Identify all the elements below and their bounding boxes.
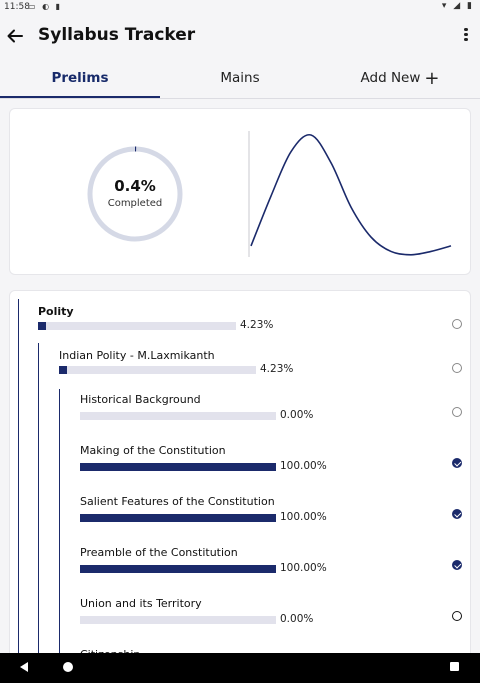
syllabus-item-name: Preamble of the Constitution — [80, 546, 238, 559]
progress-percent-label: 100.00% — [280, 511, 327, 523]
progress-bar-fill — [80, 514, 276, 522]
syllabus-item-name: Polity — [38, 305, 74, 318]
progress-bar — [59, 366, 256, 374]
app-bar: Syllabus Tracker — [0, 14, 480, 60]
chart-series-line — [250, 133, 452, 256]
status-time: 11:58 — [4, 2, 30, 12]
tab-bar: Prelims Mains Add New + — [0, 60, 480, 100]
syllabus-item-name: Indian Polity - M.Laxmikanth — [59, 349, 215, 362]
progress-summary-card: 0.4% Completed — [9, 108, 471, 275]
nav-recents-icon[interactable] — [450, 662, 459, 671]
plus-icon: + — [424, 68, 440, 89]
tab-prelims-label: Prelims — [51, 70, 109, 86]
progress-bar-fill — [59, 366, 68, 374]
nav-home-icon[interactable] — [63, 662, 73, 672]
progress-percent-label: 0.00% — [280, 613, 314, 625]
syllabus-list-card: Polity 4.23% Indian Polity - M.Laxmikanth 4… — [9, 290, 471, 670]
progress-bar — [80, 514, 276, 522]
tab-mains-label: Mains — [220, 70, 260, 86]
tab-add-new[interactable]: Add New + — [320, 60, 480, 100]
more-vert-icon[interactable] — [462, 26, 470, 46]
syllabus-item-name: Making of the Constitution — [80, 444, 226, 457]
progress-bar — [80, 412, 276, 420]
status-bar: 11:58 ▭ ◐ ▮ ▾ ◢ ▮ — [0, 0, 480, 14]
progress-bar-fill — [80, 565, 276, 573]
progress-percent-label: 4.23% — [260, 363, 294, 375]
tab-divider — [0, 98, 480, 99]
tab-add-new-label: Add New — [360, 70, 421, 86]
syllabus-item[interactable]: Making of the Constitution 100.00% — [80, 444, 462, 484]
syllabus-item-name: Salient Features of the Constitution — [80, 495, 275, 508]
tree-line-level-1 — [38, 343, 39, 669]
checked-circle-icon[interactable] — [452, 509, 462, 519]
progress-bar — [80, 565, 276, 573]
tree-line-level-2 — [59, 389, 60, 669]
unchecked-circle-icon[interactable] — [452, 611, 462, 621]
progress-bar-fill — [38, 322, 47, 330]
progress-ring — [87, 146, 183, 242]
syllabus-item[interactable]: Salient Features of the Constitution 100.… — [80, 495, 462, 535]
checked-circle-icon[interactable] — [452, 560, 462, 570]
syllabus-item[interactable]: Preamble of the Constitution 100.00% — [80, 546, 462, 586]
unchecked-circle-icon[interactable] — [452, 407, 462, 417]
notification-icons: ▭ ◐ ▮ — [28, 2, 63, 11]
tab-prelims[interactable]: Prelims — [0, 60, 160, 100]
syllabus-item[interactable]: Indian Polity - M.Laxmikanth 4.23% — [59, 349, 462, 389]
nav-back-icon[interactable] — [20, 662, 28, 672]
progress-bar — [80, 616, 276, 624]
tab-indicator — [0, 96, 160, 98]
tab-mains[interactable]: Mains — [160, 60, 320, 100]
syllabus-item-name: Historical Background — [80, 393, 201, 406]
syllabus-item[interactable]: Historical Background 0.00% — [80, 393, 462, 433]
unchecked-circle-icon[interactable] — [452, 319, 462, 329]
progress-percent-label: 4.23% — [240, 319, 274, 331]
progress-line-chart — [248, 131, 452, 257]
system-status-icons: ▾ ◢ ▮ — [441, 1, 474, 11]
progress-bar-fill — [80, 463, 276, 471]
progress-percent-label: 0.00% — [280, 409, 314, 421]
syllabus-item[interactable]: Union and its Territory 0.00% — [80, 597, 462, 637]
progress-label: Completed — [107, 198, 163, 209]
system-nav-bar — [0, 653, 480, 683]
syllabus-item[interactable]: Polity 4.23% — [38, 305, 462, 345]
page-title: Syllabus Tracker — [38, 25, 196, 45]
progress-percent-label: 100.00% — [280, 460, 327, 472]
syllabus-item-name: Union and its Territory — [80, 597, 202, 610]
progress-percent: 0.4% — [114, 177, 156, 195]
back-arrow-icon[interactable] — [6, 24, 26, 48]
progress-bar — [38, 322, 236, 330]
progress-bar — [80, 463, 276, 471]
tree-line-level-0 — [18, 299, 19, 669]
progress-percent-label: 100.00% — [280, 562, 327, 574]
progress-ring-arc — [87, 146, 183, 242]
unchecked-circle-icon[interactable] — [452, 363, 462, 373]
checked-circle-icon[interactable] — [452, 458, 462, 468]
